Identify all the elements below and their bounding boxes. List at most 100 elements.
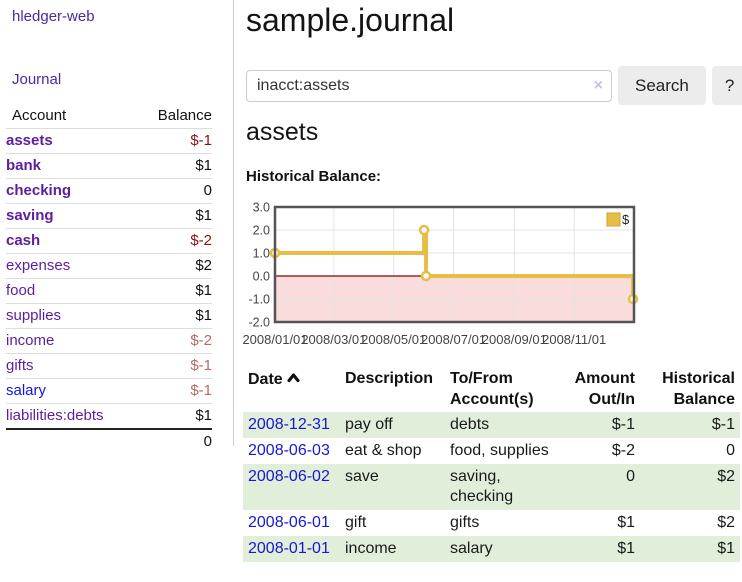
account-link-checking[interactable]: checking [6, 182, 72, 199]
transaction-balance-cell: 0 [726, 442, 735, 459]
account-row: supplies $1 [6, 303, 212, 329]
account-balance: $1 [133, 278, 212, 304]
account-link-food[interactable]: food [6, 282, 36, 299]
accounts-total-row: 0 [6, 428, 212, 454]
accounts-table: Account Balance assets $-1 bank $1 checking 0… [6, 104, 212, 454]
transaction-accounts-cell: food, supplies [450, 442, 549, 459]
account-row: liabilities:debts $1 [6, 404, 212, 430]
table-row: 2008-06-03 eat & shop food, supplies $-2 0 [243, 438, 740, 464]
account-balance: $1 [133, 203, 212, 229]
account-row: food $1 [6, 278, 212, 304]
table-row: 2008-06-02 save saving, checking 0 $2 [243, 464, 740, 510]
account-link-assets[interactable]: assets [6, 132, 53, 149]
svg-text:2008/01/01: 2008/01/01 [242, 332, 307, 347]
search-input[interactable] [246, 70, 612, 102]
transaction-accounts-cell: gifts [450, 514, 480, 531]
account-link-income[interactable]: income [6, 332, 55, 349]
account-balance: $-1 [133, 353, 212, 379]
account-link-cash[interactable]: cash [6, 232, 41, 249]
account-row: salary $-1 [6, 378, 212, 404]
account-balance: $1 [133, 153, 212, 179]
transaction-amount-cell: $-1 [611, 416, 635, 433]
svg-text:1.0: 1.0 [253, 247, 270, 261]
transaction-amount-cell: $1 [617, 540, 635, 557]
account-balance: $1 [195, 407, 212, 424]
transaction-date-link[interactable]: 2008-06-02 [248, 468, 330, 485]
accounts-total-spacer [6, 428, 134, 454]
svg-text:0.0: 0.0 [253, 270, 270, 284]
transaction-date-cell: 2008-06-01 [243, 510, 340, 536]
account-row: saving $1 [6, 203, 212, 229]
account-link-salary[interactable]: salary [6, 382, 47, 399]
account-balance: $2 [133, 253, 212, 279]
account-balance: $-1 [133, 128, 212, 154]
register-table: Date Description To/From Account(s) Amou… [243, 366, 740, 562]
account-link-saving[interactable]: saving [6, 207, 54, 224]
historical-balance-chart: $3.0 2.0 1.0 0.0 -1.0 -2.0 2008/01/01 2008/03/0… [242, 198, 642, 350]
transaction-balance-cell: $1 [717, 540, 735, 557]
search-button[interactable]: Search [618, 66, 706, 105]
transaction-description-cell: pay off [345, 416, 393, 433]
transaction-balance-cell: $-1 [711, 416, 735, 433]
svg-text:3.0: 3.0 [253, 201, 270, 215]
transaction-description-cell: save [345, 468, 379, 485]
register-header-description: Description [345, 370, 434, 387]
svg-text:2008/11/01: 2008/11/01 [542, 332, 606, 347]
transaction-description-cell: eat & shop [345, 442, 422, 459]
account-balance: $1 [133, 303, 212, 329]
transaction-date-link[interactable]: 2008-01-01 [248, 540, 330, 557]
account-row: assets $-1 [6, 128, 212, 154]
search-input-wrap: × [246, 70, 612, 102]
account-row: income $-2 [6, 328, 212, 354]
svg-text:$: $ [622, 212, 630, 227]
transaction-description-cell: gift [345, 514, 367, 531]
help-button[interactable]: ? [711, 66, 742, 105]
svg-text:2008/09/01: 2008/09/01 [482, 332, 547, 347]
svg-text:2008/07/01: 2008/07/01 [421, 332, 486, 347]
transaction-date-link[interactable]: 2008-06-03 [248, 442, 330, 459]
svg-text:2.0: 2.0 [253, 224, 270, 238]
register-header-accounts: To/From Account(s) [450, 370, 534, 408]
accounts-header-balance: Balance [133, 104, 212, 129]
account-link-liabilities-debts[interactable]: liabilities:debts [6, 407, 104, 424]
svg-text:-1.0: -1.0 [248, 293, 270, 307]
register-header-amount: Amount Out/In [574, 370, 635, 408]
account-row: gifts $-1 [6, 353, 212, 379]
account-link-expenses[interactable]: expenses [6, 257, 71, 274]
transaction-balance-cell: $2 [717, 468, 735, 485]
account-link-gifts[interactable]: gifts [6, 357, 34, 374]
search-form: × Search ? [246, 66, 742, 105]
accounts-header-account: Account [6, 104, 134, 129]
register-header-date[interactable]: Date [243, 366, 340, 412]
accounts-header-row: Account Balance [6, 104, 212, 129]
svg-text:2008/05/01: 2008/05/01 [361, 332, 426, 347]
table-row: 2008-12-31 pay off debts $-1 $-1 [243, 412, 740, 438]
transaction-date-cell: 2008-06-03 [243, 438, 340, 464]
account-link-bank[interactable]: bank [6, 157, 42, 174]
sidebar-item-journal[interactable]: Journal [12, 71, 62, 88]
transaction-accounts-cell: saving, checking [450, 468, 514, 505]
svg-text:-2.0: -2.0 [248, 316, 270, 330]
account-balance: $-2 [133, 228, 212, 254]
transaction-date-cell: 2008-06-02 [243, 464, 340, 510]
account-row: checking 0 [6, 178, 212, 204]
register-header-row: Date Description To/From Account(s) Amou… [243, 366, 740, 412]
account-balance: $-2 [133, 328, 212, 354]
transaction-description-cell: income [345, 540, 397, 557]
table-row: 2008-06-01 gift gifts $1 $2 [243, 510, 740, 536]
transaction-accounts-cell: salary [450, 540, 493, 557]
table-row: 2008-01-01 income salary $1 $1 [243, 536, 740, 562]
transaction-date-cell: 2008-12-31 [243, 412, 340, 438]
account-row: cash $-2 [6, 228, 212, 254]
clear-search-icon[interactable]: × [593, 77, 603, 94]
transaction-amount-cell: $1 [617, 514, 635, 531]
account-title: assets [246, 118, 319, 146]
transaction-amount-cell: 0 [626, 468, 635, 485]
transaction-date-link[interactable]: 2008-06-01 [248, 514, 330, 531]
transaction-date-link[interactable]: 2008-12-31 [248, 416, 330, 433]
app-brand-link[interactable]: hledger-web [12, 8, 95, 25]
account-link-supplies[interactable]: supplies [6, 307, 62, 324]
chart-label: Historical Balance: [246, 168, 382, 185]
transaction-accounts-cell: debts [450, 416, 490, 433]
page-title: sample.journal [246, 2, 455, 38]
